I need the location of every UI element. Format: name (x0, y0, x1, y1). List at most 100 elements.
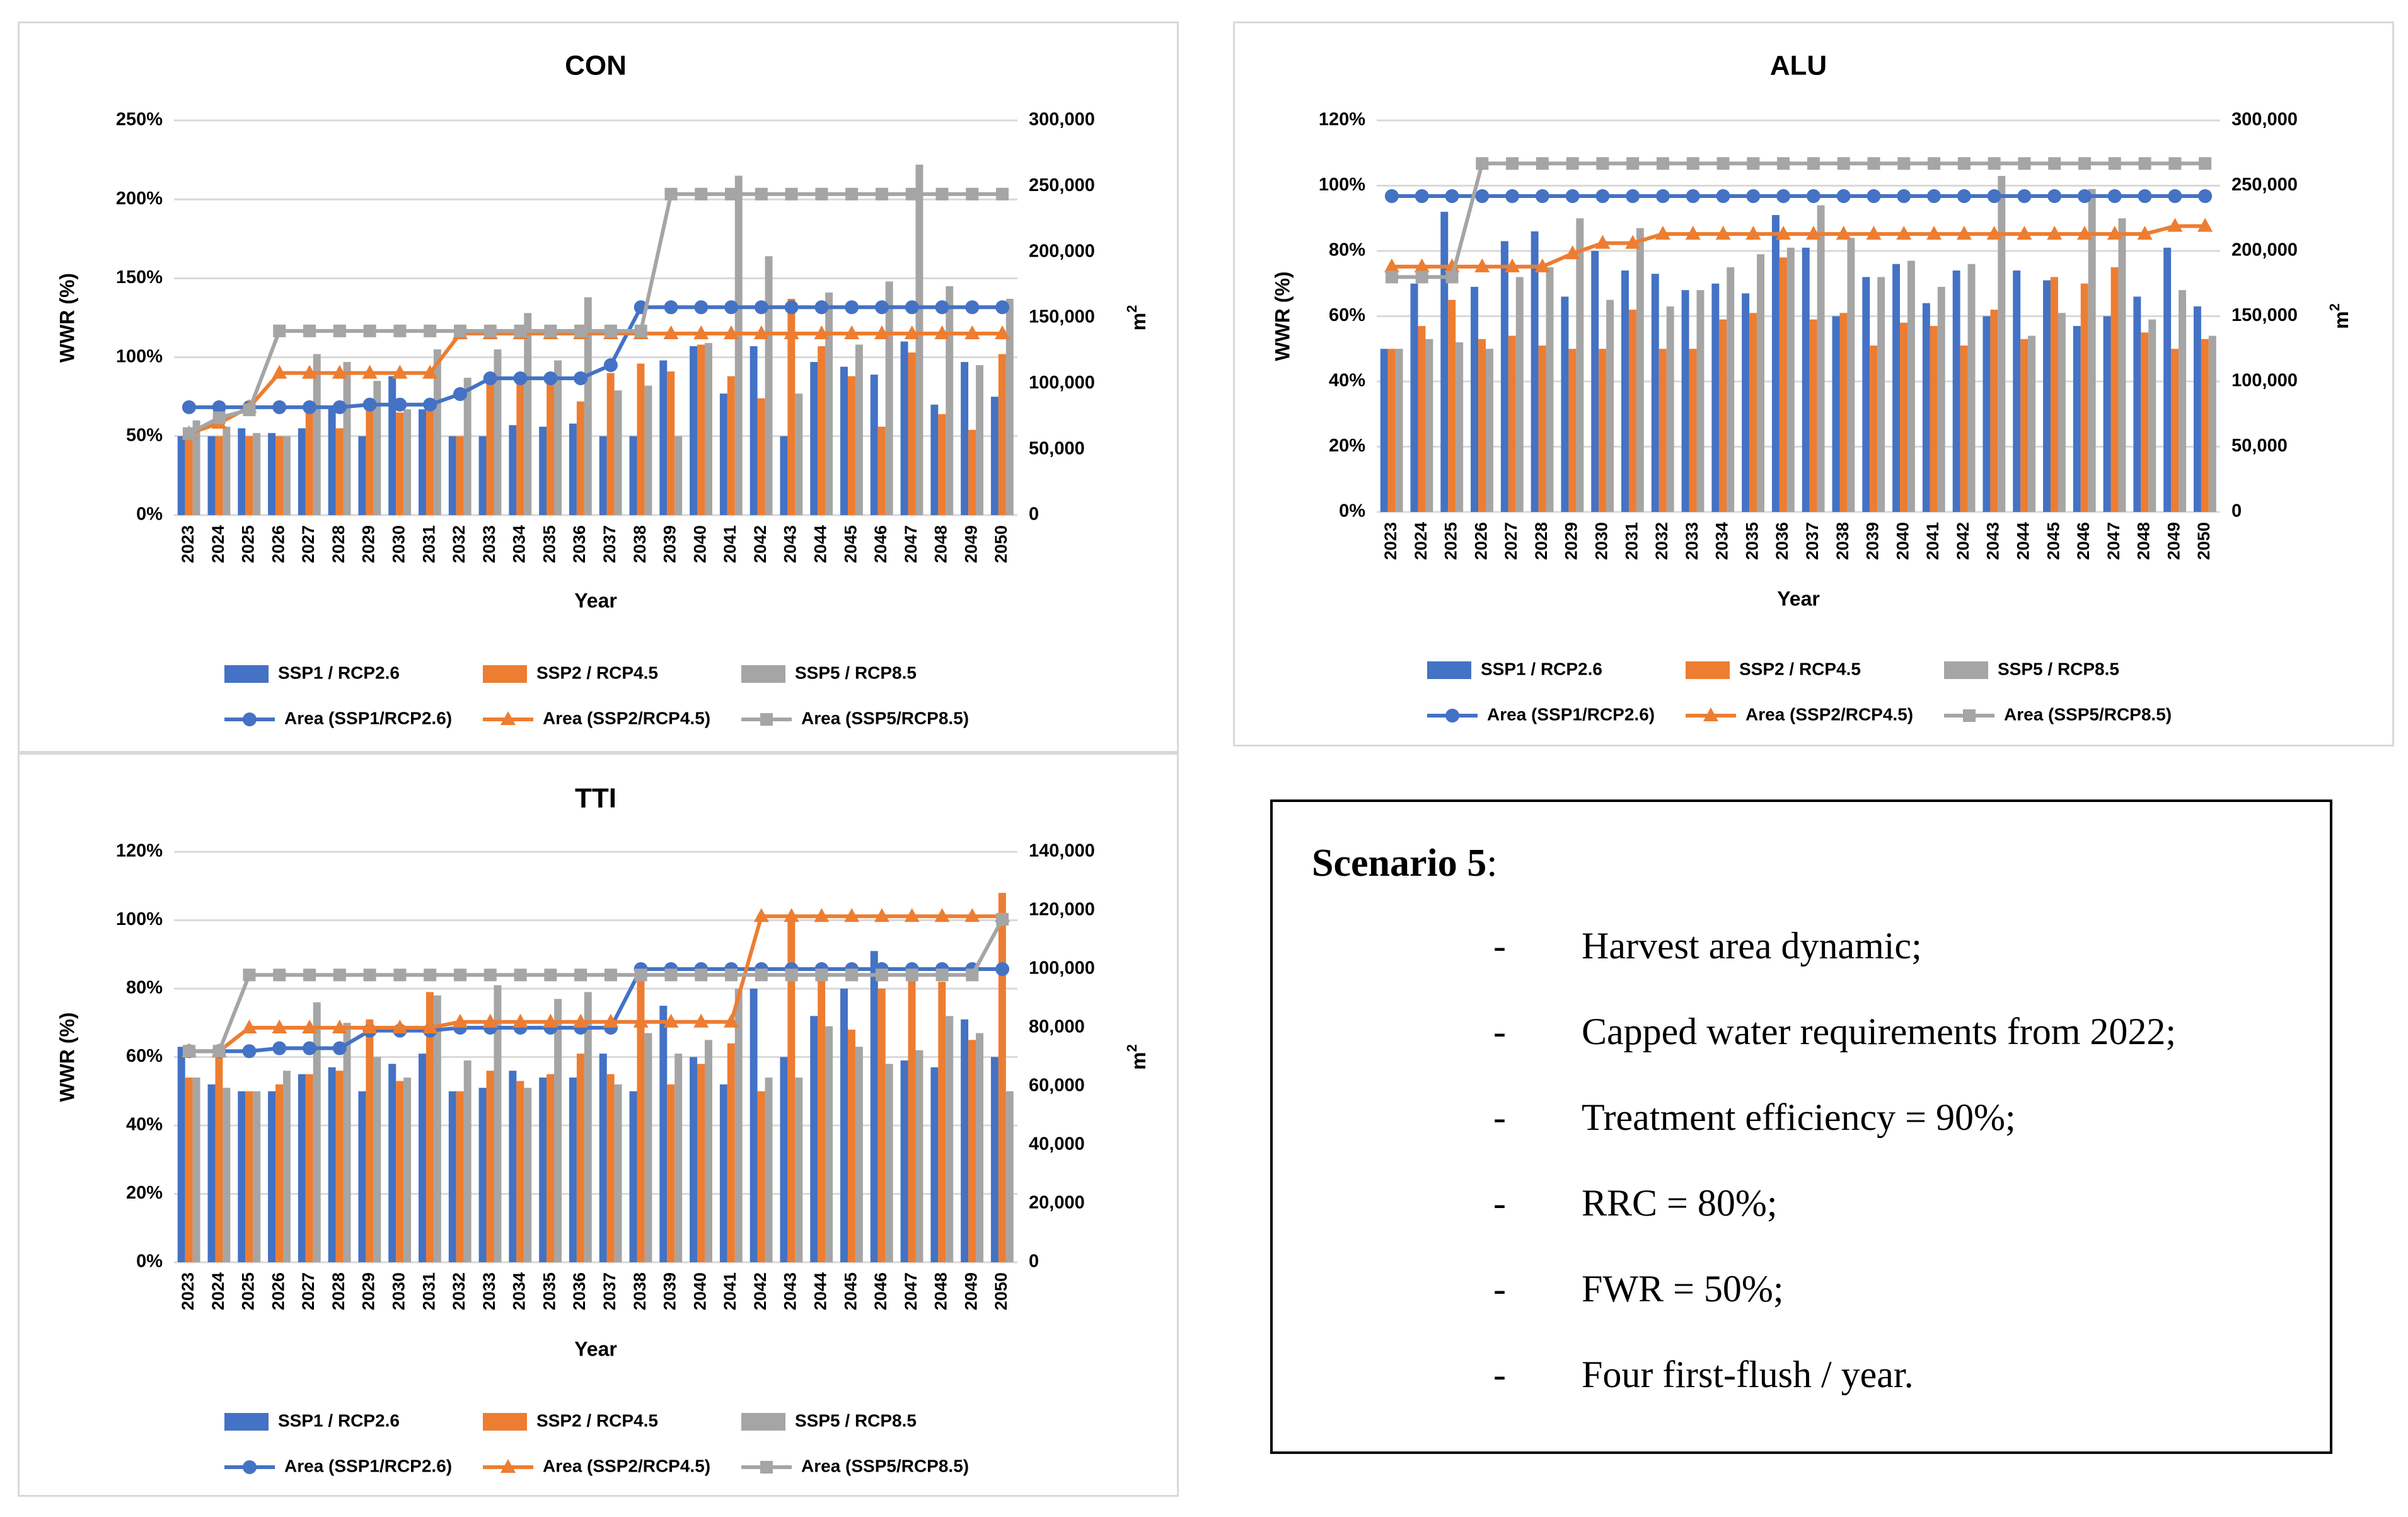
bar (795, 393, 803, 515)
bar (727, 376, 735, 515)
legend-swatch-ssp2 (1686, 661, 1730, 679)
line-point (935, 300, 949, 315)
line-point (573, 1013, 589, 1028)
bar (734, 989, 743, 1262)
y-tick-label: 0% (136, 1252, 163, 1272)
bar (2058, 313, 2066, 512)
bar (448, 436, 456, 515)
line-point (996, 187, 1009, 201)
bar (1749, 313, 1757, 512)
series-line (188, 918, 1004, 1054)
y2-tick-label: 50,000 (2231, 436, 2288, 456)
bar (539, 426, 547, 515)
line-point (212, 411, 226, 424)
line-point (1745, 226, 1761, 240)
x-tick-label: 2046 (871, 1272, 890, 1310)
bar (373, 1057, 381, 1262)
line-point (423, 397, 437, 412)
x-tick-label: 2038 (630, 525, 649, 563)
bar (425, 410, 434, 515)
bar (403, 1078, 412, 1262)
chart-tti: TTI 0% 20% 40% 60% 80% 100% 120% 0 20,000 40,000 60… (55, 783, 1150, 1476)
y2-tick-label: 0 (2231, 501, 2242, 521)
y-tick-label: 80% (126, 978, 163, 998)
line-point (1566, 157, 1579, 170)
bar-series-ssp5 (192, 985, 1014, 1262)
line-point (1535, 189, 1549, 204)
y-tick-label: 100% (1319, 175, 1365, 195)
bar (396, 412, 404, 515)
line-point (2017, 226, 2032, 240)
series-line (188, 914, 1003, 1054)
line-point (512, 1013, 528, 1028)
x-tick-label: 2027 (1502, 522, 1520, 560)
bar (1606, 299, 1614, 512)
x-tick-label: 2041 (721, 1272, 739, 1310)
bar (177, 1047, 185, 1262)
bar (840, 366, 848, 515)
line-point (693, 1013, 709, 1028)
bar (659, 1006, 668, 1262)
line-point (1384, 258, 1399, 272)
legend-label: Area (SSP5/RCP8.5) (801, 708, 969, 728)
scenario-box: Scenario 5: - Harvest area dynamic; - Capp… (1270, 799, 2332, 1454)
scenario-item-text: RRC = 80%; (1582, 1182, 1778, 1224)
bar (900, 1060, 908, 1262)
bar (998, 354, 1006, 515)
bar (1892, 264, 1901, 512)
bar (433, 995, 441, 1262)
bar (388, 1064, 397, 1262)
line-series-ssp5 (182, 187, 1009, 440)
line-point (1505, 189, 1520, 204)
line-point (1897, 157, 1911, 170)
line-point (904, 908, 920, 922)
bar (787, 920, 796, 1262)
bar (734, 175, 743, 515)
series-line (188, 332, 1003, 436)
line-point (1656, 157, 1669, 170)
bar (486, 381, 494, 515)
line-point (303, 968, 316, 982)
y2-tick-label: 140,000 (1029, 841, 1095, 861)
bar (185, 428, 193, 515)
line-series-ssp2 (1384, 218, 2213, 272)
line-point (1476, 157, 1489, 170)
line-series-ssp1 (1384, 189, 2213, 204)
legend-label: Area (SSP1/RCP2.6) (284, 1456, 452, 1475)
bar (885, 1064, 893, 1262)
bar (1817, 205, 1825, 512)
bar (547, 381, 555, 515)
chart-title: ALU (1770, 50, 1827, 81)
line-point (1685, 226, 1701, 240)
y2-axis-label-sup: 2 (2327, 303, 2342, 311)
bar (637, 363, 645, 515)
bar (373, 381, 381, 515)
x-tick-label: 2030 (390, 525, 408, 563)
legend-label: Area (SSP1/RCP2.6) (1487, 704, 1655, 724)
bar (328, 1067, 336, 1262)
bar (358, 436, 366, 515)
x-tick-label: 2048 (2134, 522, 2153, 560)
x-tick-label: 2049 (961, 525, 980, 563)
series-line (188, 305, 1003, 409)
bar (2110, 267, 2119, 512)
line-point (1625, 235, 1641, 249)
line-point (725, 968, 738, 982)
bar (576, 1054, 584, 1262)
line-point (965, 300, 980, 315)
bar (554, 999, 562, 1262)
bar (1870, 346, 1878, 512)
chart-title: CON (565, 50, 627, 81)
bar (644, 385, 652, 515)
y-tick-label: 40% (1329, 371, 1365, 391)
bar (456, 436, 464, 515)
y-tick-label: 200% (116, 189, 163, 209)
bar (855, 1047, 863, 1262)
line-point (1565, 189, 1580, 204)
x-tick-label: 2038 (1833, 522, 1852, 560)
bar (343, 1023, 351, 1262)
x-tick-label: 2026 (269, 525, 287, 563)
x-tick-label: 2029 (359, 1272, 378, 1310)
scenario-item-text: Treatment efficiency = 90%; (1582, 1096, 2016, 1138)
line-point (814, 908, 830, 922)
